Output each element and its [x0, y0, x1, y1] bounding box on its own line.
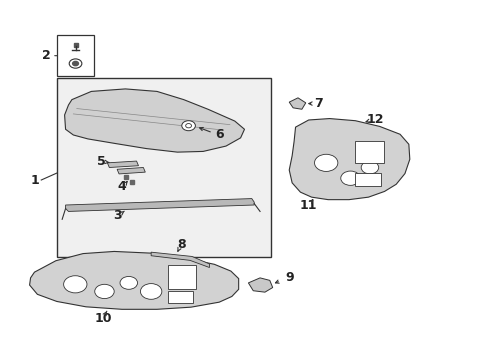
- Text: 11: 11: [299, 198, 317, 212]
- Polygon shape: [288, 98, 305, 109]
- Bar: [57, 35, 94, 76]
- Text: 10: 10: [95, 312, 112, 325]
- Circle shape: [140, 284, 162, 299]
- Circle shape: [182, 121, 195, 131]
- Text: 3: 3: [113, 209, 121, 222]
- Polygon shape: [65, 199, 254, 211]
- Circle shape: [340, 171, 360, 185]
- Text: 9: 9: [285, 271, 293, 284]
- Text: 2: 2: [41, 49, 50, 62]
- Circle shape: [63, 276, 87, 293]
- Bar: [355, 141, 383, 163]
- Polygon shape: [151, 252, 209, 267]
- Text: 12: 12: [366, 113, 384, 126]
- Text: 7: 7: [313, 97, 322, 110]
- Text: 6: 6: [214, 128, 223, 141]
- Circle shape: [73, 62, 78, 66]
- Polygon shape: [288, 118, 409, 200]
- Bar: [57, 78, 271, 257]
- Circle shape: [120, 276, 137, 289]
- Bar: [167, 265, 196, 289]
- Circle shape: [314, 154, 337, 171]
- Bar: [167, 291, 193, 303]
- Polygon shape: [30, 251, 238, 309]
- Text: 8: 8: [177, 238, 185, 251]
- Bar: [355, 173, 380, 186]
- Polygon shape: [117, 167, 145, 174]
- Text: 1: 1: [30, 174, 39, 186]
- Text: 5: 5: [97, 155, 105, 168]
- Circle shape: [185, 123, 191, 128]
- Polygon shape: [64, 89, 244, 152]
- Text: 4: 4: [117, 180, 126, 193]
- Polygon shape: [248, 278, 272, 292]
- Polygon shape: [107, 161, 138, 167]
- Circle shape: [361, 161, 378, 174]
- Circle shape: [95, 284, 114, 298]
- Circle shape: [69, 59, 81, 68]
